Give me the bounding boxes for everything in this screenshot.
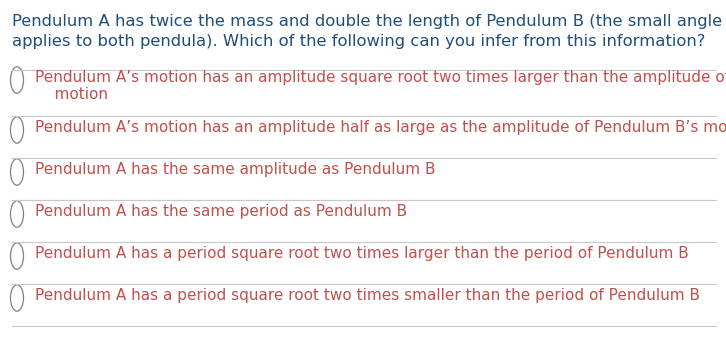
Text: motion: motion [35,87,108,102]
Text: Pendulum A’s motion has an amplitude half as large as the amplitude of Pendulum : Pendulum A’s motion has an amplitude hal… [35,120,726,135]
Text: Pendulum A has a period square root two times larger than the period of Pendulum: Pendulum A has a period square root two … [35,246,689,261]
Text: Pendulum A has a period square root two times smaller than the period of Pendulu: Pendulum A has a period square root two … [35,288,700,303]
Text: Pendulum A’s motion has an amplitude square root two times larger than the ampli: Pendulum A’s motion has an amplitude squ… [35,70,726,85]
Text: Pendulum A has twice the mass and double the length of Pendulum B (the small ang: Pendulum A has twice the mass and double… [12,14,726,29]
Text: Pendulum A has the same period as Pendulum B: Pendulum A has the same period as Pendul… [35,204,407,219]
Text: applies to both pendula). Which of the following can you infer from this informa: applies to both pendula). Which of the f… [12,34,706,49]
Text: Pendulum A has the same amplitude as Pendulum B: Pendulum A has the same amplitude as Pen… [35,162,436,177]
